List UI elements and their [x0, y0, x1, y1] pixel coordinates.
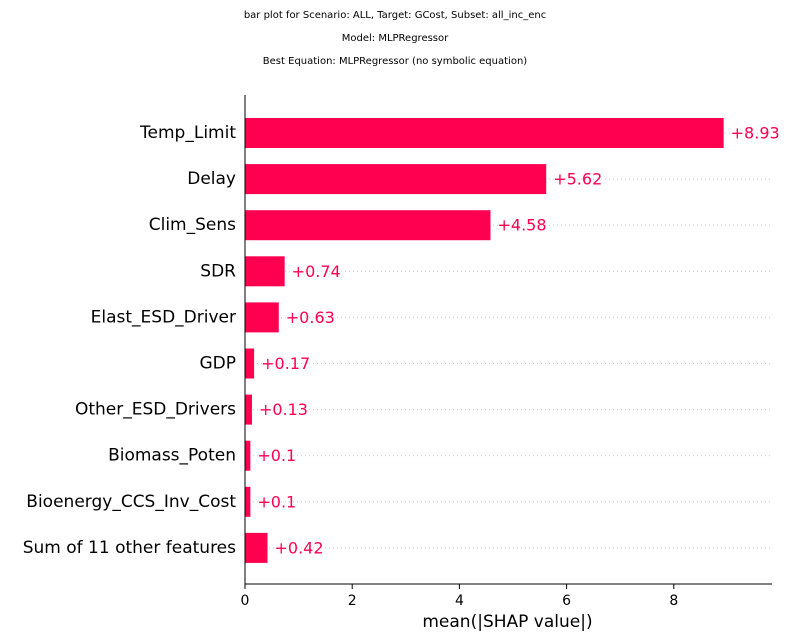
x-tick-label-4: 4 — [455, 593, 464, 609]
x-tick-label-2: 2 — [348, 593, 357, 609]
value-label-elast-esd-driver: +0.63 — [286, 308, 335, 327]
category-label-biomass-poten: Biomass_Poten — [108, 446, 236, 466]
chart-title-line-2: Model: MLPRegressor — [341, 33, 449, 44]
x-tick-label-8: 8 — [669, 593, 678, 609]
value-label-biomass-poten: +0.1 — [257, 446, 296, 465]
bar-elast-esd-driver — [245, 302, 279, 333]
value-label-sdr: +0.74 — [292, 262, 341, 281]
bar-delay — [245, 164, 547, 195]
value-label-sum-of-11-other-features: +0.42 — [275, 538, 324, 557]
category-label-bioenergy-ccs-inv-cost: Bioenergy_CCS_Inv_Cost — [26, 492, 236, 512]
x-tick-label-0: 0 — [241, 593, 250, 609]
category-label-gdp: GDP — [199, 354, 236, 374]
chart-title-line-1: bar plot for Scenario: ALL, Target: GCos… — [243, 10, 547, 21]
bar-biomass-poten — [245, 440, 251, 471]
value-label-temp-limit: +8.93 — [731, 124, 780, 143]
x-axis-label: mean(|SHAP value|) — [422, 612, 592, 632]
category-label-temp-limit: Temp_Limit — [139, 123, 236, 143]
bar-layer — [245, 118, 724, 563]
bar-other-esd-drivers — [245, 394, 252, 425]
label-layer: Temp_Limit +8.93 Delay +5.62 Clim_Sens +4.58 S… — [23, 123, 780, 558]
value-label-gdp: +0.17 — [261, 354, 310, 373]
value-label-delay: +5.62 — [553, 170, 602, 189]
bar-sdr — [245, 256, 285, 287]
category-label-other-esd-drivers: Other_ESD_Drivers — [75, 400, 236, 420]
chart-title-line-3: Best Equation: MLPRegressor (no symbolic… — [262, 56, 528, 67]
bar-sum-of-11-other-features — [245, 532, 268, 563]
category-label-delay: Delay — [187, 169, 236, 189]
axis-layer: 0 2 4 6 8 mean(|SHAP value|) — [241, 95, 772, 632]
value-label-clim-sens: +4.58 — [497, 216, 546, 235]
value-label-bioenergy-ccs-inv-cost: +0.1 — [257, 492, 296, 511]
category-label-sdr: SDR — [200, 261, 236, 281]
value-label-other-esd-drivers: +0.13 — [259, 400, 308, 419]
grid-layer — [245, 132, 772, 549]
x-tick-label-6: 6 — [562, 593, 571, 609]
bar-gdp — [245, 348, 255, 379]
category-label-clim-sens: Clim_Sens — [149, 215, 236, 235]
bar-temp-limit — [245, 118, 724, 148]
bar-bioenergy-ccs-inv-cost — [245, 486, 251, 517]
category-label-sum-of-11-other-features: Sum of 11 other features — [23, 538, 236, 558]
bar-clim-sens — [245, 210, 491, 241]
category-label-elast-esd-driver: Elast_ESD_Driver — [91, 307, 236, 327]
